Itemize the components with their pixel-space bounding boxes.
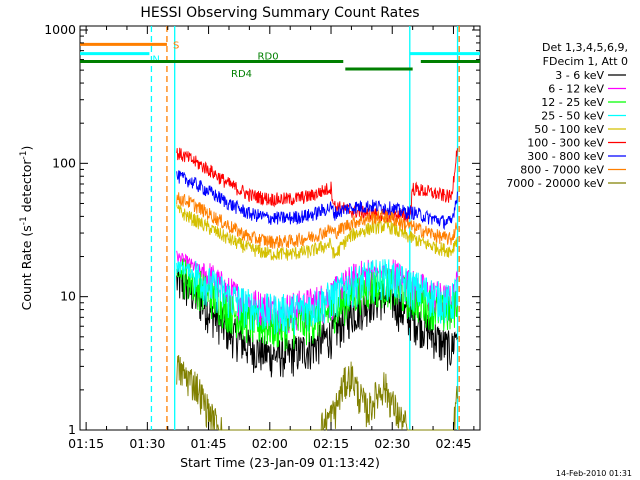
y-axis-label-sup2: -1 bbox=[19, 151, 29, 160]
flag-label-rd0: RD0 bbox=[258, 52, 279, 63]
series-line-7 bbox=[176, 170, 458, 231]
vertical-lines bbox=[150, 26, 460, 430]
legend: Det 1,3,4,5,6,9, FDecim 1, Att 0 3 - 6 k… bbox=[506, 41, 628, 190]
x-axis-ticks: 01:15 01:30 01:45 02:00 02:15 02:30 02:45 bbox=[68, 26, 475, 451]
x-tick-label: 01:15 bbox=[68, 436, 104, 451]
footer-date: 14-Feb-2010 01:31 bbox=[555, 469, 632, 478]
chart-title: HESSI Observing Summary Count Rates bbox=[140, 5, 419, 21]
legend-header-line-2: FDecim 1, Att 0 bbox=[543, 55, 628, 68]
legend-label: 3 - 6 keV bbox=[555, 69, 604, 82]
y-axis-label-end: ) bbox=[19, 146, 34, 151]
y-axis-label-main: Count Rate (s bbox=[19, 225, 34, 310]
x-axis-label: Start Time (23-Jan-09 01:13:42) bbox=[180, 455, 380, 470]
series-line-8 bbox=[176, 192, 458, 249]
y-tick-label: 1 bbox=[68, 422, 76, 437]
y-axis-label-mid: detector bbox=[19, 159, 34, 217]
series-line-6 bbox=[176, 147, 458, 223]
legend-label: 300 - 800 keV bbox=[527, 150, 604, 163]
series-line-9 bbox=[176, 354, 458, 431]
x-tick-label: 02:15 bbox=[313, 436, 349, 451]
legend-label: 25 - 50 keV bbox=[541, 110, 604, 123]
legend-label: 6 - 12 keV bbox=[548, 83, 604, 96]
x-tick-label: 02:45 bbox=[435, 436, 471, 451]
y-tick-label: 10 bbox=[60, 289, 76, 304]
y-axis-label-sup1: -1 bbox=[19, 216, 29, 225]
legend-label: 50 - 100 keV bbox=[534, 123, 604, 136]
legend-label: 800 - 7000 keV bbox=[520, 164, 604, 177]
series-line-1 bbox=[176, 265, 458, 378]
x-tick-label: 02:30 bbox=[374, 436, 410, 451]
y-tick-label: 1000 bbox=[44, 22, 76, 37]
series-line-5 bbox=[176, 204, 458, 261]
flag-label-s: S bbox=[173, 40, 179, 51]
x-tick-label: 01:30 bbox=[129, 436, 165, 451]
legend-label: 12 - 25 keV bbox=[541, 96, 604, 109]
legend-label: 100 - 300 keV bbox=[527, 137, 604, 150]
y-axis-label: Count Rate (s-1 detector-1) bbox=[19, 146, 34, 311]
flag-label-rd4: RD4 bbox=[231, 69, 252, 80]
y-tick-label: 100 bbox=[52, 155, 76, 170]
series-lines bbox=[176, 147, 458, 431]
x-tick-label: 02:00 bbox=[252, 436, 288, 451]
flag-bars: SNRD0RD4 bbox=[80, 40, 480, 80]
legend-header-line-1: Det 1,3,4,5,6,9, bbox=[542, 41, 628, 54]
x-tick-label: 01:45 bbox=[191, 436, 227, 451]
legend-label: 7000 - 20000 keV bbox=[506, 177, 604, 190]
series-line-4 bbox=[176, 259, 458, 336]
y-axis-ticks: 1 10 100 1000 bbox=[44, 22, 480, 437]
